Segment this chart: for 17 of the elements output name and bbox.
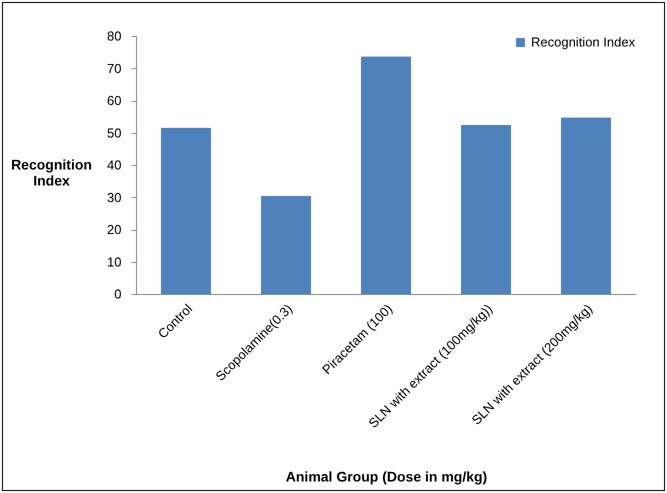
y-axis-title: Recognition Index: [11, 156, 92, 188]
y-tick-label: 30: [107, 190, 122, 205]
bar: [261, 196, 311, 294]
y-tick-label: 10: [107, 254, 122, 270]
bar: [561, 118, 611, 294]
bar: [361, 56, 411, 294]
legend-label: Recognition Index: [531, 34, 636, 50]
bar: [461, 125, 511, 294]
y-tick-label: 60: [107, 93, 122, 108]
y-tick-label: 0: [114, 286, 122, 302]
y-tick-label: 50: [107, 125, 122, 140]
y-tick-label: 40: [107, 158, 122, 172]
y-tick-label: 20: [107, 222, 122, 237]
bar: [161, 128, 211, 294]
y-tick-label: 80: [107, 28, 122, 44]
x-axis-title: Animal Group (Dose in mg/kg): [286, 468, 488, 485]
y-tick-label: 70: [107, 60, 122, 76]
